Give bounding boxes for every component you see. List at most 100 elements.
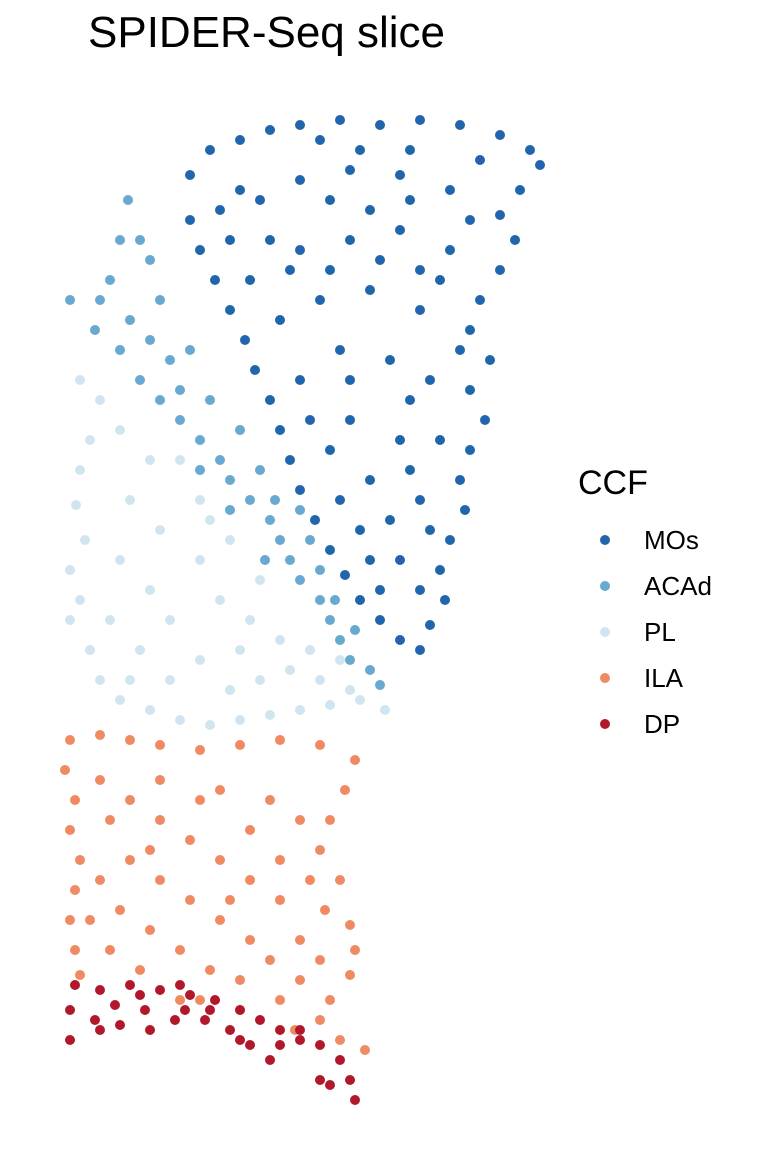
point-mos	[405, 145, 415, 155]
point-mos	[335, 345, 345, 355]
point-mos	[345, 165, 355, 175]
point-ila	[70, 795, 80, 805]
point-ila	[325, 995, 335, 1005]
point-acad	[225, 475, 235, 485]
point-acad	[90, 325, 100, 335]
point-acad	[215, 455, 225, 465]
point-mos	[275, 425, 285, 435]
series-mos	[185, 115, 545, 655]
point-acad	[365, 665, 375, 675]
point-acad	[135, 375, 145, 385]
point-dp	[115, 1020, 125, 1030]
point-mos	[415, 645, 425, 655]
legend-label-mos: MOs	[644, 524, 699, 555]
point-pl	[235, 645, 245, 655]
point-pl	[195, 495, 205, 505]
point-pl	[115, 555, 125, 565]
point-mos	[240, 335, 250, 345]
chart-title: SPIDER-Seq slice	[88, 8, 446, 57]
point-ila	[315, 1015, 325, 1025]
point-ila	[125, 795, 135, 805]
legend-marker-pl	[600, 627, 610, 637]
point-mos	[335, 115, 345, 125]
point-acad	[65, 295, 75, 305]
point-mos	[250, 365, 260, 375]
point-ila	[245, 935, 255, 945]
point-dp	[315, 1075, 325, 1085]
point-ila	[315, 955, 325, 965]
point-mos	[225, 305, 235, 315]
point-ila	[105, 815, 115, 825]
point-pl	[65, 565, 75, 575]
legend-marker-ila	[600, 673, 610, 683]
point-acad	[260, 555, 270, 565]
point-mos	[310, 515, 320, 525]
point-mos	[205, 145, 215, 155]
point-pl	[225, 535, 235, 545]
point-ila	[175, 945, 185, 955]
point-pl	[175, 715, 185, 725]
point-mos	[405, 195, 415, 205]
point-acad	[275, 535, 285, 545]
point-ila	[65, 735, 75, 745]
point-mos	[235, 135, 245, 145]
point-dp	[185, 990, 195, 1000]
point-ila	[195, 995, 205, 1005]
point-ila	[245, 825, 255, 835]
point-pl	[195, 555, 205, 565]
point-pl	[95, 395, 105, 405]
point-acad	[285, 555, 295, 565]
point-acad	[145, 255, 155, 265]
point-ila	[105, 945, 115, 955]
point-acad	[195, 435, 205, 445]
point-mos	[325, 545, 335, 555]
point-ila	[75, 970, 85, 980]
point-mos	[395, 435, 405, 445]
point-pl	[265, 710, 275, 720]
point-pl	[80, 535, 90, 545]
point-pl	[75, 465, 85, 475]
point-pl	[175, 455, 185, 465]
point-ila	[350, 755, 360, 765]
point-pl	[145, 705, 155, 715]
point-mos	[185, 170, 195, 180]
point-acad	[315, 565, 325, 575]
point-mos	[395, 555, 405, 565]
point-mos	[345, 235, 355, 245]
point-pl	[235, 715, 245, 725]
point-mos	[525, 145, 535, 155]
point-mos	[335, 495, 345, 505]
point-acad	[205, 395, 215, 405]
point-acad	[375, 680, 385, 690]
point-ila	[185, 835, 195, 845]
point-ila	[185, 895, 195, 905]
point-acad	[255, 465, 265, 475]
point-mos	[495, 265, 505, 275]
point-dp	[155, 985, 165, 995]
legend-item-dp: DP	[578, 701, 712, 747]
point-mos	[295, 375, 305, 385]
point-ila	[315, 845, 325, 855]
point-pl	[255, 575, 265, 585]
point-mos	[315, 295, 325, 305]
point-dp	[145, 1025, 155, 1035]
point-pl	[85, 435, 95, 445]
legend: CCF MOs ACAd PL ILA DP	[578, 464, 712, 747]
legend-label-acad: ACAd	[644, 570, 712, 601]
point-dp	[70, 980, 80, 990]
point-acad	[325, 615, 335, 625]
point-ila	[235, 975, 245, 985]
point-acad	[155, 295, 165, 305]
point-acad	[155, 395, 165, 405]
point-pl	[380, 705, 390, 715]
point-ila	[70, 945, 80, 955]
point-acad	[245, 495, 255, 505]
point-ila	[215, 785, 225, 795]
point-acad	[95, 295, 105, 305]
point-mos	[405, 465, 415, 475]
point-dp	[95, 985, 105, 995]
point-acad	[125, 315, 135, 325]
point-mos	[355, 145, 365, 155]
point-dp	[350, 1095, 360, 1105]
point-ila	[360, 1045, 370, 1055]
